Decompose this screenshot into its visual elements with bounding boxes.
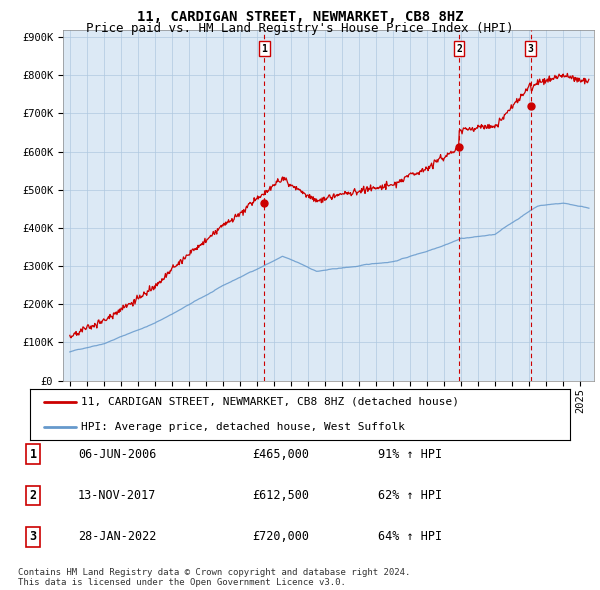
Text: Contains HM Land Registry data © Crown copyright and database right 2024.: Contains HM Land Registry data © Crown c… <box>18 568 410 576</box>
Text: 1: 1 <box>262 44 267 54</box>
Text: 11, CARDIGAN STREET, NEWMARKET, CB8 8HZ: 11, CARDIGAN STREET, NEWMARKET, CB8 8HZ <box>137 10 463 24</box>
Text: HPI: Average price, detached house, West Suffolk: HPI: Average price, detached house, West… <box>82 422 406 432</box>
Text: 28-JAN-2022: 28-JAN-2022 <box>78 530 157 543</box>
Text: 2: 2 <box>456 44 462 54</box>
Text: £465,000: £465,000 <box>252 448 309 461</box>
Text: 2: 2 <box>29 489 37 502</box>
Text: £720,000: £720,000 <box>252 530 309 543</box>
Text: 91% ↑ HPI: 91% ↑ HPI <box>378 448 442 461</box>
Text: Price paid vs. HM Land Registry's House Price Index (HPI): Price paid vs. HM Land Registry's House … <box>86 22 514 35</box>
Text: 11, CARDIGAN STREET, NEWMARKET, CB8 8HZ (detached house): 11, CARDIGAN STREET, NEWMARKET, CB8 8HZ … <box>82 397 460 407</box>
Text: 13-NOV-2017: 13-NOV-2017 <box>78 489 157 502</box>
Text: This data is licensed under the Open Government Licence v3.0.: This data is licensed under the Open Gov… <box>18 578 346 587</box>
Text: 64% ↑ HPI: 64% ↑ HPI <box>378 530 442 543</box>
Text: 06-JUN-2006: 06-JUN-2006 <box>78 448 157 461</box>
Text: £612,500: £612,500 <box>252 489 309 502</box>
Text: 3: 3 <box>528 44 533 54</box>
Text: 3: 3 <box>29 530 37 543</box>
Text: 62% ↑ HPI: 62% ↑ HPI <box>378 489 442 502</box>
Text: 1: 1 <box>29 448 37 461</box>
